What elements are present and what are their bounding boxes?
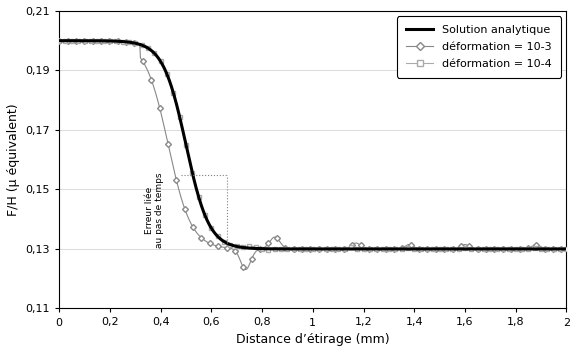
- Legend: Solution analytique, déformation = 10-3, déformation = 10-4: Solution analytique, déformation = 10-3,…: [397, 17, 561, 78]
- Y-axis label: F/H (μ équivalent): F/H (μ équivalent): [7, 103, 20, 216]
- Text: Erreur liée
au pas de temps: Erreur liée au pas de temps: [145, 173, 164, 248]
- X-axis label: Distance d’étirage (mm): Distance d’étirage (mm): [236, 333, 389, 346]
